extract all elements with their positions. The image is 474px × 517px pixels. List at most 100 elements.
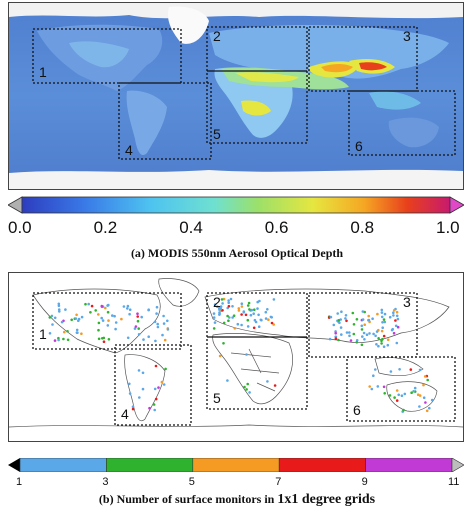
monitor-dot: [392, 331, 396, 335]
monitor-dot: [254, 320, 258, 324]
monitor-dot: [70, 318, 73, 322]
monitor-dot: [101, 337, 104, 340]
monitor-dot: [216, 305, 219, 308]
monitor-dot: [66, 330, 69, 333]
monitor-dot: [232, 314, 236, 317]
monitor-dot: [360, 343, 364, 347]
china-core-aod: [359, 62, 387, 71]
monitor-dot: [361, 335, 364, 338]
monitor-dot: [237, 309, 241, 312]
monitor-dot: [80, 332, 83, 335]
monitor-dot: [153, 320, 157, 324]
colorbar-a-tick-label: 0.8: [350, 218, 375, 237]
monitor-dot: [57, 304, 61, 307]
monitor-dot: [222, 342, 225, 345]
monitor-dot: [267, 318, 270, 321]
monitor-dot: [368, 332, 371, 335]
antarctic-nodata: [9, 169, 463, 189]
monitor-dot: [147, 308, 150, 312]
monitor-dot: [345, 331, 349, 334]
region-4-label: 4: [125, 142, 133, 158]
monitor-dot: [128, 312, 131, 316]
monitor-dot: [395, 341, 399, 345]
monitor-dot: [382, 385, 386, 389]
monitor-dot: [237, 307, 241, 310]
monitor-dot: [340, 333, 343, 336]
monitor-dot: [423, 375, 427, 378]
monitor-dot: [412, 390, 415, 393]
monitor-dot: [398, 368, 401, 371]
monitor-dot: [227, 301, 230, 304]
monitor-dot: [164, 367, 167, 371]
monitor-dot: [111, 314, 114, 317]
monitor-dot: [106, 310, 110, 314]
monitor-dot: [102, 340, 106, 343]
monitor-dot: [381, 337, 384, 341]
monitor-dot: [396, 317, 400, 321]
monitor-dot: [89, 311, 92, 314]
monitor-dot: [394, 324, 398, 328]
monitor-dot: [222, 321, 226, 325]
aod-colorbar: [8, 196, 464, 214]
monitor-dot: [409, 368, 413, 371]
monitor-dot: [418, 394, 422, 397]
monitor-dot: [133, 327, 137, 330]
monitor-dot: [361, 318, 365, 321]
monitor-dot: [80, 315, 84, 319]
colorbar-a-tick-label: 0.6: [264, 218, 289, 237]
monitor-dot: [48, 316, 52, 319]
caption-b: (b) Number of surface monitors in 1x1 de…: [0, 492, 474, 508]
monitor-dot: [53, 339, 57, 342]
monitor-dot: [360, 324, 364, 328]
monitor-dot: [114, 321, 118, 324]
monitor-dot: [395, 310, 399, 314]
monitor-dot: [264, 310, 268, 314]
monitor-dot: [252, 312, 255, 315]
monitor-dot: [375, 343, 378, 346]
monitor-dot: [63, 330, 66, 334]
monitor-dot: [422, 383, 425, 387]
monitor-dot: [136, 315, 139, 318]
monitor-dot: [377, 337, 380, 340]
monitor-dot: [48, 332, 52, 335]
southeast-asia-outline: [374, 357, 424, 376]
monitor-dot: [226, 314, 229, 318]
region-1-label-b: 1: [39, 326, 47, 342]
monitor-dot: [155, 305, 159, 309]
monitor-dot: [140, 315, 143, 319]
monitor-dot: [218, 354, 222, 358]
region-1-box-b: [32, 292, 182, 350]
monitor-dot: [137, 327, 140, 330]
monitor-dot: [137, 369, 141, 372]
monitor-dot: [87, 302, 90, 306]
monitor-dot: [386, 343, 390, 347]
monitor-dot: [227, 299, 230, 302]
monitor-dot: [141, 371, 145, 375]
monitor-dot: [212, 316, 216, 319]
monitor-dot: [227, 304, 231, 308]
region-2-label-b: 2: [213, 294, 221, 310]
monitor-dot: [392, 314, 395, 317]
monitor-dot: [422, 396, 426, 399]
monitor-dot: [355, 318, 359, 321]
monitor-dot: [131, 407, 135, 411]
monitor-dot: [348, 334, 351, 338]
monitor-dot: [339, 326, 343, 329]
colorbar-b-segment: [19, 458, 107, 472]
monitor-dot: [383, 392, 387, 395]
monitor-dot: [386, 338, 390, 341]
monitor-dot: [410, 391, 413, 394]
monitor-dot: [213, 321, 217, 324]
monitor-dot: [257, 325, 261, 328]
south-america-outline: [124, 354, 166, 422]
region-4-label-b: 4: [121, 406, 129, 422]
region-4-box: [118, 82, 212, 160]
monitor-dot: [136, 319, 140, 323]
monitor-dot: [396, 325, 400, 329]
monitor-dot: [426, 378, 430, 382]
monitor-dot: [424, 401, 427, 404]
region-3-box-b: [308, 292, 418, 358]
monitor-dot: [272, 323, 276, 326]
monitor-dot: [334, 331, 338, 335]
monitor-dot: [213, 303, 217, 306]
